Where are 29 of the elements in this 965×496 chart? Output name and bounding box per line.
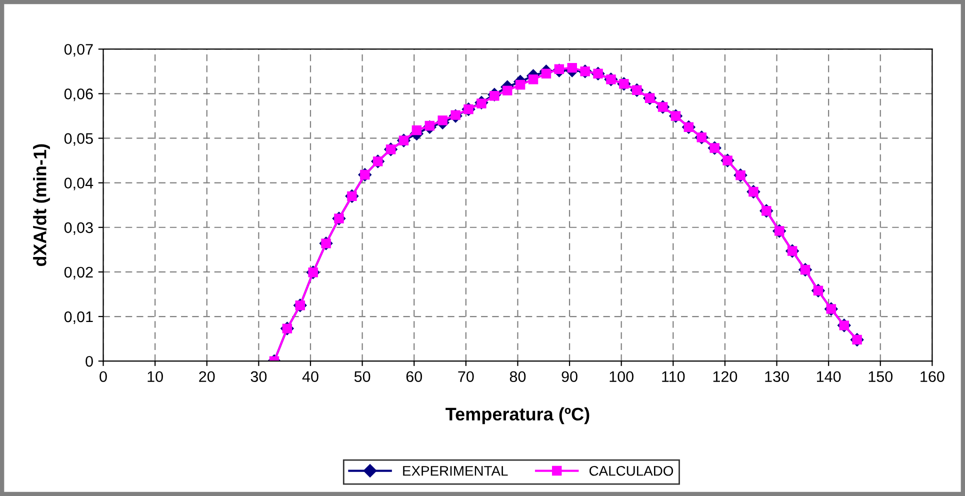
y-tick-label: 0: [86, 356, 93, 367]
x-tick-label: 20: [199, 371, 215, 382]
legend-label: EXPERIMENTAL: [403, 466, 508, 476]
x-tick-label: 120: [713, 371, 738, 382]
y-tick-label: 0,03: [64, 222, 93, 235]
y-tick-label: 0,01: [64, 311, 93, 324]
x-tick-label: 40: [302, 371, 318, 382]
x-tick-label: 130: [765, 371, 789, 382]
x-tick-label: 60: [406, 371, 422, 382]
x-tick-label: 150: [868, 371, 893, 382]
x-tick-label: 140: [816, 371, 841, 382]
y-tick-label: 0,02: [64, 266, 93, 280]
y-tick-label: 0,04: [64, 178, 94, 190]
y-tick-label: 0,06: [64, 88, 93, 102]
x-tick-label: 30: [250, 371, 267, 382]
x-tick-label: 90: [562, 371, 578, 382]
y-tick-label: 0,07: [64, 44, 93, 57]
x-tick-label: 80: [510, 371, 526, 382]
x-tick-label: 70: [458, 371, 474, 382]
x-axis-title: Temperatura (ºC): [446, 407, 590, 424]
y-axis-title: dXA/dt (min-1): [33, 144, 50, 266]
x-tick-label: 110: [662, 371, 685, 382]
x-tick-label: 50: [354, 371, 370, 382]
y-tick-label: 0,05: [64, 133, 93, 146]
legend-label: CALCULADO: [590, 466, 674, 476]
x-tick-label: 100: [610, 371, 634, 382]
x-tick-label: 160: [920, 371, 944, 382]
x-tick-label: 10: [148, 371, 163, 382]
x-tick-label: 0: [100, 371, 107, 382]
